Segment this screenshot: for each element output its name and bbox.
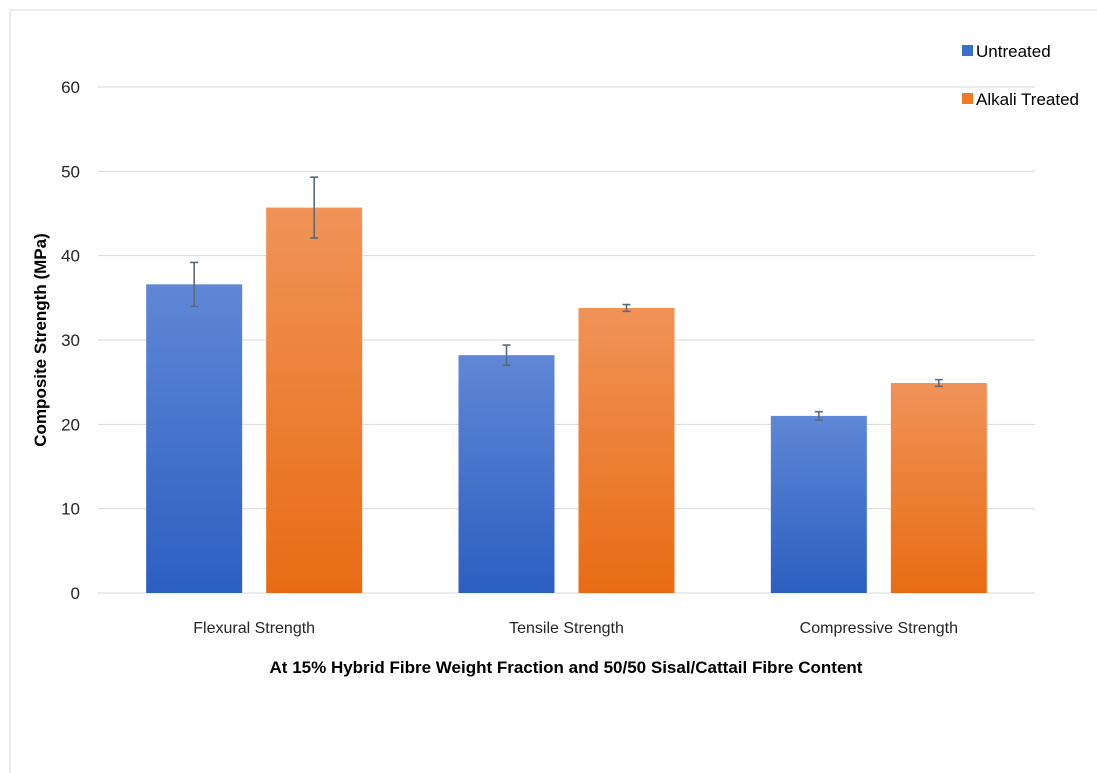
y-tick-labels: 0 10 20 30 40 50 60: [61, 78, 80, 603]
error-bar-alkali-treated-1: [622, 303, 631, 313]
x-axis-title: At 15% Hybrid Fibre Weight Fraction and …: [270, 658, 863, 677]
x-category-label: Tensile Strength: [509, 620, 624, 637]
y-tick-label: 50: [61, 162, 80, 181]
bar-alkali-treated-0: [266, 207, 363, 593]
error-bar-untreated-1: [502, 344, 511, 367]
error-bar-untreated-2: [814, 410, 823, 421]
bar-untreated-2: [770, 415, 867, 593]
legend-swatch-alkali-treated: [962, 93, 973, 104]
bar-untreated-1: [458, 355, 555, 593]
legend: Untreated Alkali Treated: [962, 42, 1079, 109]
bars: [146, 207, 987, 593]
y-axis-title: Composite Strength (MPa): [31, 233, 50, 446]
x-category-label: Compressive Strength: [800, 620, 958, 637]
y-tick-label: 10: [61, 500, 80, 519]
y-tick-label: 30: [61, 331, 80, 350]
y-tick-label: 20: [61, 415, 80, 434]
y-tick-label: 60: [61, 78, 80, 97]
error-bars: [190, 176, 943, 421]
category-labels: Flexural Strength Tensile Strength Compres…: [193, 620, 958, 637]
y-tick-label: 40: [61, 247, 80, 266]
x-category-label: Flexural Strength: [193, 620, 315, 637]
y-tick-label: 0: [71, 584, 80, 603]
legend-label-alkali-treated: Alkali Treated: [976, 90, 1079, 109]
bar-alkali-treated-1: [578, 307, 675, 593]
legend-label-untreated: Untreated: [976, 42, 1051, 61]
error-bar-untreated-0: [190, 261, 199, 308]
legend-swatch-untreated: [962, 45, 973, 56]
error-bar-alkali-treated-0: [310, 176, 319, 239]
bar-untreated-0: [146, 284, 243, 593]
bar-alkali-treated-2: [890, 383, 987, 593]
error-bar-alkali-treated-2: [934, 378, 943, 388]
gridlines: [98, 86, 1035, 594]
